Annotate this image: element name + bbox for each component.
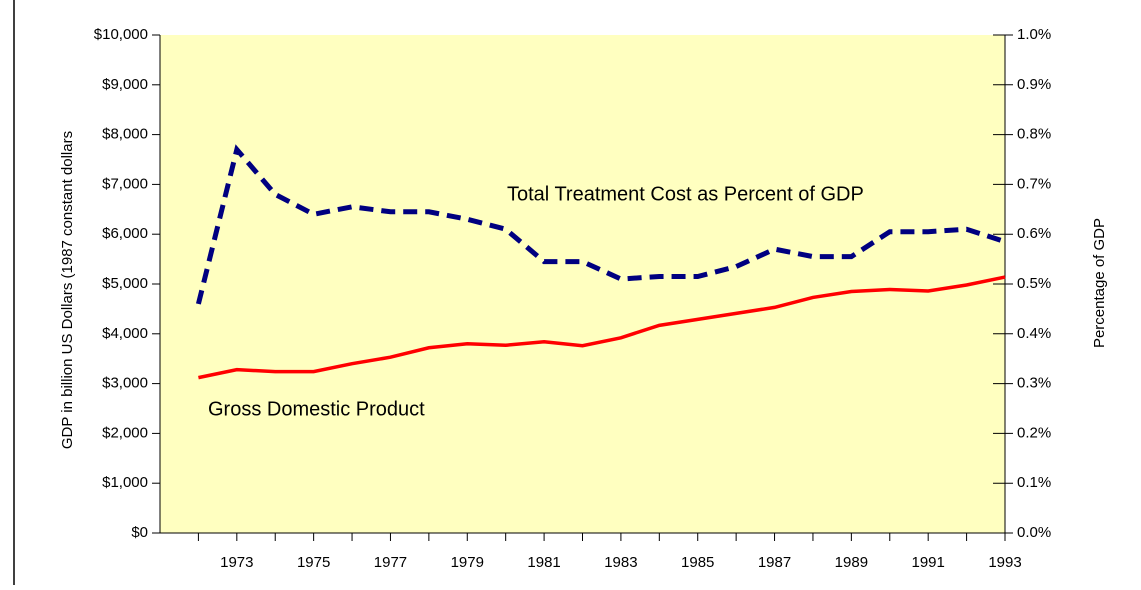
y2-tick-label: 0.0% xyxy=(1017,524,1051,541)
y-tick-label: $6,000 xyxy=(102,225,148,242)
annotation: Total Treatment Cost as Percent of GDP xyxy=(507,183,864,205)
y2-tick-label: 0.5% xyxy=(1017,275,1051,292)
x-tick-label: 1985 xyxy=(681,554,714,571)
y-tick-label: $2,000 xyxy=(102,424,148,441)
y-axis-label: GDP in billion US Dollars (1987 constant… xyxy=(59,131,76,449)
y2-tick-label: 0.8% xyxy=(1017,126,1051,143)
x-tick-label: 1989 xyxy=(835,554,868,571)
y-tick-label: $5,000 xyxy=(102,275,148,292)
y2-tick-label: 0.7% xyxy=(1017,175,1051,192)
series-line xyxy=(198,275,1006,380)
y-tick-label: $9,000 xyxy=(102,76,148,93)
y-tick-label: $4,000 xyxy=(102,325,148,342)
y2-tick-label: 0.4% xyxy=(1017,325,1051,342)
x-tick-label: 1987 xyxy=(758,554,791,571)
x-tick-label: 1991 xyxy=(911,554,944,571)
y2-tick-label: 1.0% xyxy=(1017,26,1051,43)
x-tick-label: 1977 xyxy=(374,554,407,571)
y-tick-label: $3,000 xyxy=(102,375,148,392)
y-tick-label: $7,000 xyxy=(102,175,148,192)
x-tick-label: 1981 xyxy=(527,554,560,571)
y2-tick-label: 0.6% xyxy=(1017,225,1051,242)
y2-tick-label: 0.1% xyxy=(1017,474,1051,491)
x-tick-label: 1983 xyxy=(604,554,637,571)
x-tick-label: 1993 xyxy=(988,554,1021,571)
series-line xyxy=(195,144,1006,305)
y2-tick-label: 0.2% xyxy=(1017,424,1051,441)
x-tick-label: 1975 xyxy=(297,554,330,571)
y2-tick-label: 0.3% xyxy=(1017,375,1051,392)
plot-area xyxy=(160,35,1005,533)
x-tick-label: 1979 xyxy=(451,554,484,571)
y-tick-label: $0 xyxy=(131,524,148,541)
y-tick-label: $10,000 xyxy=(94,26,148,43)
y-tick-label: $8,000 xyxy=(102,126,148,143)
y2-tick-label: 0.9% xyxy=(1017,76,1051,93)
annotation: Gross Domestic Product xyxy=(208,398,425,420)
y2-axis-label: Percentage of GDP xyxy=(1091,218,1108,348)
x-tick-label: 1973 xyxy=(220,554,253,571)
y-tick-label: $1,000 xyxy=(102,474,148,491)
